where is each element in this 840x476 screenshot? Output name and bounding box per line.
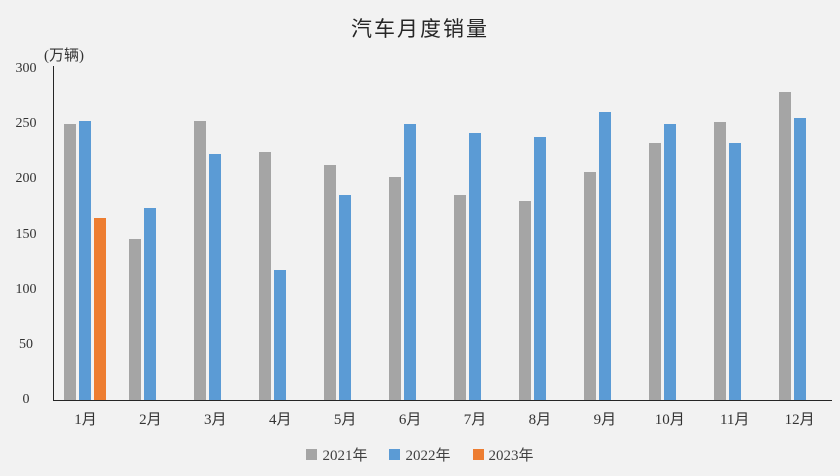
x-axis-label-8月: 8月 bbox=[528, 412, 552, 428]
bar-group-11月 bbox=[702, 69, 767, 400]
bar-group-9月 bbox=[572, 69, 637, 400]
bar-2022年-10月 bbox=[663, 124, 676, 400]
bar-2022年-8月 bbox=[533, 137, 546, 400]
bar-2022年-6月 bbox=[404, 124, 417, 400]
bar-2021年-12月 bbox=[778, 92, 791, 400]
chart-title: 汽车月度销量 bbox=[351, 17, 489, 41]
x-axis-label-10月: 10月 bbox=[654, 412, 685, 428]
bar-2021年-4月 bbox=[259, 151, 272, 400]
bar-group-10月 bbox=[637, 69, 702, 400]
bar-2022年-4月 bbox=[274, 269, 287, 400]
bar-2021年-1月 bbox=[64, 124, 77, 400]
bar-2021年-10月 bbox=[648, 142, 661, 400]
bar-group-12月 bbox=[767, 69, 832, 400]
legend-swatch-icon bbox=[389, 449, 401, 460]
plot-area bbox=[53, 69, 832, 400]
legend-item-2021年: 2021年 bbox=[306, 444, 367, 465]
bar-group-1月 bbox=[53, 69, 118, 400]
y-tick-label-250: 250 bbox=[15, 116, 37, 132]
bar-2022年-9月 bbox=[598, 112, 611, 400]
legend-label: 2021年 bbox=[322, 448, 368, 464]
legend-label: 2022年 bbox=[405, 448, 451, 464]
bar-2022年-1月 bbox=[79, 120, 92, 400]
bar-2022年-5月 bbox=[339, 194, 352, 400]
y-axis-unit-label: (万辆) bbox=[44, 48, 84, 64]
x-axis-label-4月: 4月 bbox=[268, 412, 292, 428]
bar-2022年-7月 bbox=[468, 133, 481, 400]
x-axis-label-12月: 12月 bbox=[784, 412, 815, 428]
x-axis-label-11月: 11月 bbox=[719, 412, 750, 428]
x-axis-label-5月: 5月 bbox=[333, 412, 357, 428]
bar-2021年-5月 bbox=[324, 165, 337, 400]
x-axis-line bbox=[53, 400, 832, 401]
legend-item-2023年: 2023年 bbox=[472, 444, 534, 465]
legend-item-2022年: 2022年 bbox=[389, 444, 451, 465]
legend: 2021年 2022年 2023年 bbox=[0, 444, 840, 465]
x-axis-label-6月: 6月 bbox=[398, 412, 422, 428]
bar-2021年-3月 bbox=[194, 120, 207, 400]
bar-2021年-11月 bbox=[713, 121, 726, 400]
bar-group-4月 bbox=[248, 69, 313, 400]
y-tick-label-200: 200 bbox=[15, 171, 37, 187]
x-axis-label-7月: 7月 bbox=[463, 412, 487, 428]
legend-label: 2023年 bbox=[488, 448, 534, 464]
bar-2022年-3月 bbox=[209, 153, 222, 400]
y-axis-line bbox=[53, 66, 54, 400]
legend-swatch-icon bbox=[472, 449, 484, 460]
x-axis-label-9月: 9月 bbox=[593, 412, 617, 428]
y-tick-label-150: 150 bbox=[15, 226, 37, 242]
bar-group-7月 bbox=[443, 69, 508, 400]
y-tick-label-50: 50 bbox=[19, 336, 33, 352]
bar-2021年-8月 bbox=[518, 201, 531, 400]
bar-2021年-6月 bbox=[389, 177, 402, 400]
x-axis-label-3月: 3月 bbox=[204, 412, 227, 428]
bar-2021年-9月 bbox=[583, 171, 596, 400]
bar-2022年-12月 bbox=[793, 117, 806, 400]
bar-2021年-7月 bbox=[453, 194, 466, 400]
y-tick-label-300: 300 bbox=[15, 61, 37, 76]
bar-group-6月 bbox=[378, 69, 443, 400]
bar-2022年-11月 bbox=[728, 142, 741, 400]
legend-swatch-icon bbox=[306, 449, 318, 460]
x-axis-label-1月: 1月 bbox=[74, 412, 97, 428]
y-tick-label-100: 100 bbox=[15, 281, 37, 297]
bar-2021年-2月 bbox=[129, 238, 142, 400]
x-axis-labels: 1月 2月 3月 4月 5月 6月 7月 8月 9月 10月 11月 12月 bbox=[53, 408, 832, 429]
y-tick-label-0: 0 bbox=[22, 392, 30, 407]
bar-group-2月 bbox=[118, 69, 183, 400]
x-axis-label-2月: 2月 bbox=[139, 412, 162, 428]
bar-group-3月 bbox=[183, 69, 248, 400]
bar-2023年-1月 bbox=[94, 217, 107, 400]
bar-group-5月 bbox=[313, 69, 378, 400]
bar-2022年-2月 bbox=[144, 208, 157, 400]
bar-group-8月 bbox=[507, 69, 572, 400]
